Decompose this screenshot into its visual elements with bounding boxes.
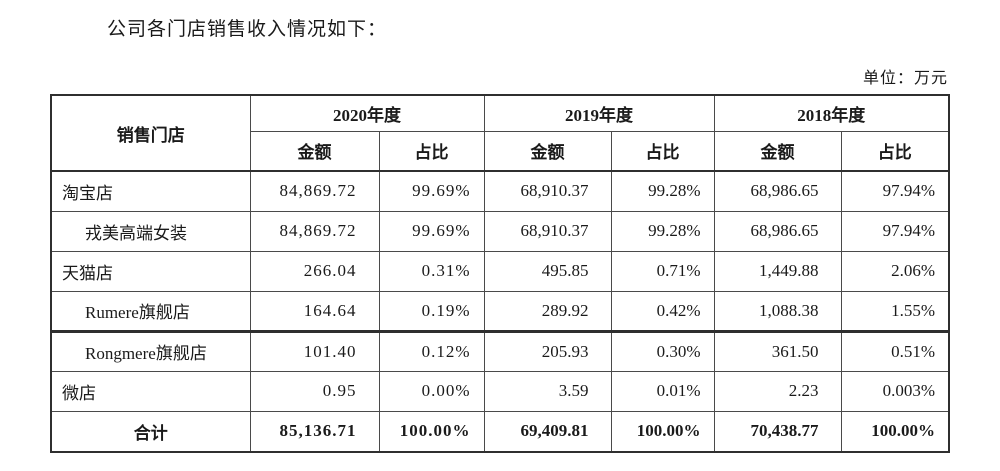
amount-2020-cell: 164.64 (249, 290, 380, 332)
ratio-2018-cell: 97.94% (840, 170, 950, 212)
year-header-2019: 2019年度 (483, 94, 715, 132)
ratio-2019-cell: 0.71% (610, 250, 715, 292)
year-header-2020: 2020年度 (249, 94, 485, 132)
amount-2020-cell: 101.40 (249, 329, 380, 372)
unit-label: 单位：万元 (862, 70, 948, 87)
amount-2019-cell: 289.92 (483, 290, 612, 332)
store-name-cell: Rumere旗舰店 (50, 290, 251, 332)
ratio-2019-cell: 99.28% (610, 170, 715, 212)
amount-2018-cell: 361.50 (713, 329, 842, 372)
amount-2018-cell: 1,449.88 (713, 250, 842, 292)
table-row-total: 合计 85,136.71 100.00% 69,409.81 100.00% 7… (50, 410, 950, 453)
ratio-2019-cell: 0.42% (610, 290, 715, 332)
ratio-2018-cell: 97.94% (840, 210, 950, 252)
header-row-years: 销售门店 2020年度 2019年度 2018年度 (50, 94, 950, 172)
total-ratio-2018-cell: 100.00% (840, 410, 950, 453)
ratio-2020-cell: 0.00% (378, 370, 485, 412)
table-row-rumere-flagship: Rumere旗舰店 164.64 0.19% 289.92 0.42% 1,08… (50, 290, 950, 332)
table-row-rumei-highend: 戎美高端女装 84,869.72 99.69% 68,910.37 99.28%… (50, 210, 950, 252)
sales-revenue-table: 销售门店 2020年度 2019年度 2018年度 金额 占比 金额 占比 金额… (50, 94, 950, 453)
store-name-cell: 淘宝店 (50, 170, 251, 212)
amount-2020-cell: 0.95 (249, 370, 380, 412)
store-name-cell: 微店 (50, 370, 251, 412)
ratio-2020-cell: 99.69% (378, 210, 485, 252)
subheader-amount-2019: 金额 (483, 130, 612, 172)
amount-2019-cell: 3.59 (483, 370, 612, 412)
ratio-2018-cell: 1.55% (840, 290, 950, 332)
amount-2020-cell: 266.04 (249, 250, 380, 292)
ratio-2019-cell: 99.28% (610, 210, 715, 252)
total-amount-2019-cell: 69,409.81 (483, 410, 612, 453)
page-title: 公司各门店销售收入情况如下： (107, 19, 388, 40)
table-row-tmall: 天猫店 266.04 0.31% 495.85 0.71% 1,449.88 2… (50, 250, 950, 292)
subheader-ratio-2018: 占比 (840, 130, 950, 172)
amount-2018-cell: 68,986.65 (713, 210, 842, 252)
amount-2019-cell: 68,910.37 (483, 210, 612, 252)
subheader-ratio-2020: 占比 (378, 130, 485, 172)
header-row-subcolumns: 金额 占比 金额 占比 金额 占比 (51, 130, 950, 172)
ratio-2018-cell: 2.06% (840, 250, 950, 292)
table-row-taobao: 淘宝店 84,869.72 99.69% 68,910.37 99.28% 68… (50, 170, 950, 212)
ratio-2018-cell: 0.51% (840, 329, 950, 372)
subheader-ratio-2019: 占比 (610, 130, 715, 172)
table-row-rongmere-flagship: Rongmere旗舰店 101.40 0.12% 205.93 0.30% 36… (50, 329, 950, 372)
amount-2018-cell: 68,986.65 (713, 170, 842, 212)
ratio-2019-cell: 0.30% (610, 329, 715, 372)
store-column-header: 销售门店 (50, 94, 251, 172)
subheader-amount-2018: 金额 (713, 130, 842, 172)
amount-2019-cell: 68,910.37 (483, 170, 612, 212)
amount-2018-cell: 1,088.38 (713, 290, 842, 332)
amount-2018-cell: 2.23 (713, 370, 842, 412)
amount-2019-cell: 495.85 (483, 250, 612, 292)
ratio-2020-cell: 99.69% (378, 170, 485, 212)
ratio-2020-cell: 0.12% (378, 329, 485, 372)
store-name-cell: Rongmere旗舰店 (50, 329, 251, 372)
year-header-2018: 2018年度 (713, 94, 950, 132)
store-name-cell: 天猫店 (50, 250, 251, 292)
ratio-2018-cell: 0.003% (840, 370, 950, 412)
store-name-cell: 戎美高端女装 (50, 210, 251, 252)
subheader-amount-2020: 金额 (249, 130, 380, 172)
amount-2020-cell: 84,869.72 (249, 210, 380, 252)
total-ratio-2020-cell: 100.00% (378, 410, 485, 453)
total-ratio-2019-cell: 100.00% (610, 410, 715, 453)
total-label-cell: 合计 (50, 410, 251, 453)
amount-2020-cell: 84,869.72 (249, 170, 380, 212)
amount-2019-cell: 205.93 (483, 329, 612, 372)
ratio-2020-cell: 0.19% (378, 290, 485, 332)
ratio-2020-cell: 0.31% (378, 250, 485, 292)
total-amount-2018-cell: 70,438.77 (713, 410, 842, 453)
total-amount-2020-cell: 85,136.71 (249, 410, 380, 453)
ratio-2019-cell: 0.01% (610, 370, 715, 412)
table-row-weidian: 微店 0.95 0.00% 3.59 0.01% 2.23 0.003% (50, 370, 950, 412)
